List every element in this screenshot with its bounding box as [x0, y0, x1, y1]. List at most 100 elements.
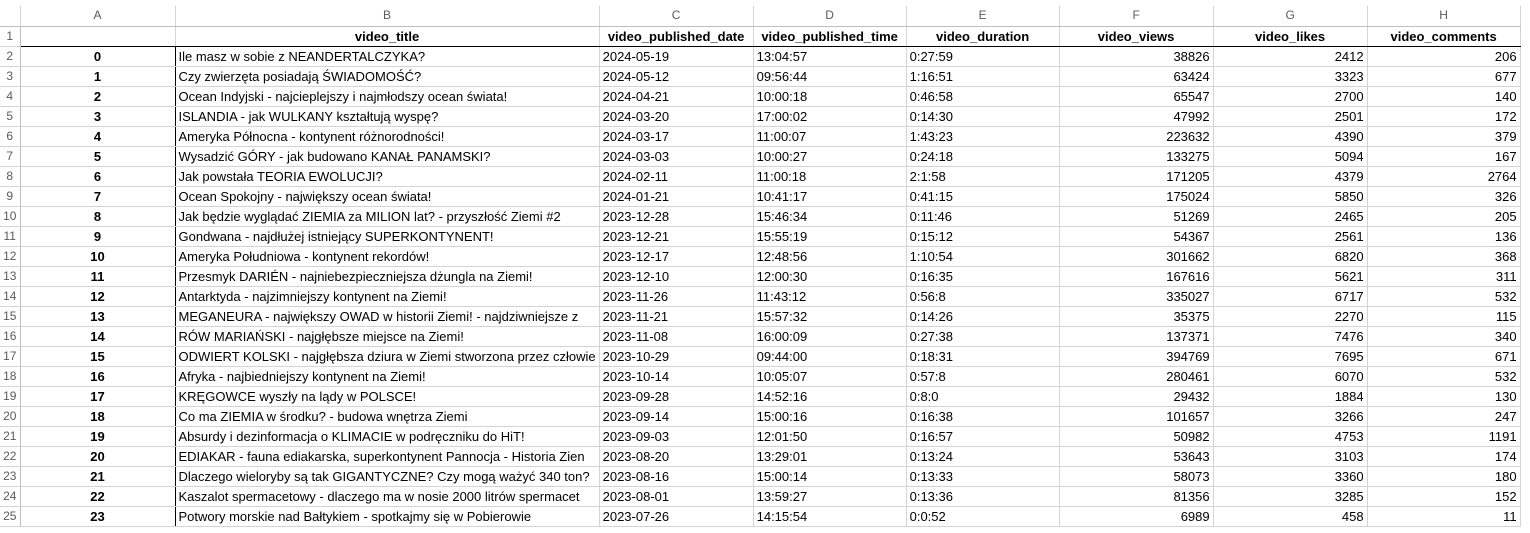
cell-b[interactable]: Przesmyk DARIÉN - najniebezpieczniejsza …: [175, 266, 600, 287]
cell-e[interactable]: 0:46:58: [906, 86, 1060, 107]
cell-f[interactable]: 63424: [1059, 66, 1214, 87]
cell-b[interactable]: RÓW MARIAŃSKI - najgłębsze miejsce na Zi…: [175, 326, 600, 347]
column-title-cell[interactable]: video_comments: [1367, 26, 1521, 47]
cell-b[interactable]: Czy zwierzęta posiadają ŚWIADOMOŚĆ?: [175, 66, 600, 87]
cell-c[interactable]: 2024-05-12: [599, 66, 754, 87]
cell-a[interactable]: 4: [20, 126, 176, 147]
cell-h[interactable]: 206: [1367, 46, 1521, 67]
cell-c[interactable]: 2023-11-21: [599, 306, 754, 327]
cell-d[interactable]: 10:00:18: [753, 86, 907, 107]
cell-c[interactable]: 2024-05-19: [599, 46, 754, 67]
column-header-f[interactable]: F: [1059, 6, 1214, 27]
row-number[interactable]: 25: [0, 506, 21, 527]
cell-f[interactable]: 50982: [1059, 426, 1214, 447]
cell-f[interactable]: 223632: [1059, 126, 1214, 147]
cell-h[interactable]: 2764: [1367, 166, 1521, 187]
row-number[interactable]: 13: [0, 266, 21, 287]
row-number[interactable]: 3: [0, 66, 21, 87]
cell-b[interactable]: Afryka - najbiedniejszy kontynent na Zie…: [175, 366, 600, 387]
row-number[interactable]: 19: [0, 386, 21, 407]
cell-g[interactable]: 5621: [1213, 266, 1368, 287]
cell-h[interactable]: 152: [1367, 486, 1521, 507]
cell-d[interactable]: 14:52:16: [753, 386, 907, 407]
cell-d[interactable]: 12:00:30: [753, 266, 907, 287]
cell-g[interactable]: 458: [1213, 506, 1368, 527]
row-number[interactable]: 20: [0, 406, 21, 427]
cell-g[interactable]: 2561: [1213, 226, 1368, 247]
row-number[interactable]: 5: [0, 106, 21, 127]
cell-a[interactable]: 23: [20, 506, 176, 527]
row-number[interactable]: 18: [0, 366, 21, 387]
cell-b[interactable]: Jak będzie wyglądać ZIEMIA za MILION lat…: [175, 206, 600, 227]
cell-f[interactable]: 29432: [1059, 386, 1214, 407]
cell-a[interactable]: 7: [20, 186, 176, 207]
column-header-g[interactable]: G: [1213, 6, 1368, 27]
row-number[interactable]: 24: [0, 486, 21, 507]
cell-h[interactable]: 379: [1367, 126, 1521, 147]
cell-f[interactable]: 6989: [1059, 506, 1214, 527]
cell-g[interactable]: 6070: [1213, 366, 1368, 387]
cell-h[interactable]: 205: [1367, 206, 1521, 227]
cell-b[interactable]: Ocean Spokojny - największy ocean świata…: [175, 186, 600, 207]
row-number[interactable]: 4: [0, 86, 21, 107]
cell-e[interactable]: 1:16:51: [906, 66, 1060, 87]
cell-d[interactable]: 10:05:07: [753, 366, 907, 387]
cell-h[interactable]: 368: [1367, 246, 1521, 267]
cell-c[interactable]: 2024-01-21: [599, 186, 754, 207]
cell-c[interactable]: 2023-09-28: [599, 386, 754, 407]
cell-d[interactable]: 11:43:12: [753, 286, 907, 307]
cell-b[interactable]: Co ma ZIEMIA w środku? - budowa wnętrza …: [175, 406, 600, 427]
column-title-cell[interactable]: video_published_date: [599, 26, 754, 47]
column-header-b[interactable]: B: [175, 6, 600, 27]
row-number[interactable]: 12: [0, 246, 21, 267]
cell-e[interactable]: 0:16:38: [906, 406, 1060, 427]
cell-c[interactable]: 2023-12-21: [599, 226, 754, 247]
cell-c[interactable]: 2023-09-14: [599, 406, 754, 427]
column-header-a[interactable]: A: [20, 6, 176, 27]
cell-h[interactable]: 172: [1367, 106, 1521, 127]
cell-d[interactable]: 10:41:17: [753, 186, 907, 207]
cell-a[interactable]: 10: [20, 246, 176, 267]
row-number[interactable]: 21: [0, 426, 21, 447]
cell-b[interactable]: Kaszalot spermacetowy - dlaczego ma w no…: [175, 486, 600, 507]
cell-c[interactable]: 2023-11-26: [599, 286, 754, 307]
cell-f[interactable]: 51269: [1059, 206, 1214, 227]
cell-b[interactable]: Ameryka Północna - kontynent różnorodnoś…: [175, 126, 600, 147]
cell-f[interactable]: 38826: [1059, 46, 1214, 67]
cell-c[interactable]: 2023-09-03: [599, 426, 754, 447]
row-number[interactable]: 17: [0, 346, 21, 367]
row-number[interactable]: 9: [0, 186, 21, 207]
cell-f[interactable]: 65547: [1059, 86, 1214, 107]
cell-a[interactable]: 3: [20, 106, 176, 127]
cell-d[interactable]: 13:29:01: [753, 446, 907, 467]
cell-e[interactable]: 0:16:35: [906, 266, 1060, 287]
cell-g[interactable]: 1884: [1213, 386, 1368, 407]
cell-d[interactable]: 15:55:19: [753, 226, 907, 247]
cell-g[interactable]: 7695: [1213, 346, 1368, 367]
cell-b[interactable]: MEGANEURA - największy OWAD w historii Z…: [175, 306, 600, 327]
cell-c[interactable]: 2024-03-17: [599, 126, 754, 147]
cell-c[interactable]: 2024-03-03: [599, 146, 754, 167]
cell-d[interactable]: 16:00:09: [753, 326, 907, 347]
column-title-cell[interactable]: video_duration: [906, 26, 1060, 47]
cell-e[interactable]: 0:24:18: [906, 146, 1060, 167]
cell-b[interactable]: EDIAKAR - fauna ediakarska, superkontyne…: [175, 446, 600, 467]
cell-g[interactable]: 2700: [1213, 86, 1368, 107]
cell-e[interactable]: 0:13:24: [906, 446, 1060, 467]
cell-e[interactable]: 0:56:8: [906, 286, 1060, 307]
cell-h[interactable]: 115: [1367, 306, 1521, 327]
cell-f[interactable]: 175024: [1059, 186, 1214, 207]
cell-h[interactable]: 180: [1367, 466, 1521, 487]
cell-b[interactable]: Ocean Indyjski - najcieplejszy i najmłod…: [175, 86, 600, 107]
cell-d[interactable]: 09:44:00: [753, 346, 907, 367]
cell-b[interactable]: Wysadzić GÓRY - jak budowano KANAŁ PANAM…: [175, 146, 600, 167]
cell-b[interactable]: Antarktyda - najzimniejszy kontynent na …: [175, 286, 600, 307]
column-title-cell[interactable]: video_title: [175, 26, 600, 47]
cell-g[interactable]: 7476: [1213, 326, 1368, 347]
cell-f[interactable]: 101657: [1059, 406, 1214, 427]
cell-h[interactable]: 532: [1367, 286, 1521, 307]
column-title-cell[interactable]: video_views: [1059, 26, 1214, 47]
cell-d[interactable]: 12:48:56: [753, 246, 907, 267]
cell-e[interactable]: 0:41:15: [906, 186, 1060, 207]
row-number[interactable]: 14: [0, 286, 21, 307]
